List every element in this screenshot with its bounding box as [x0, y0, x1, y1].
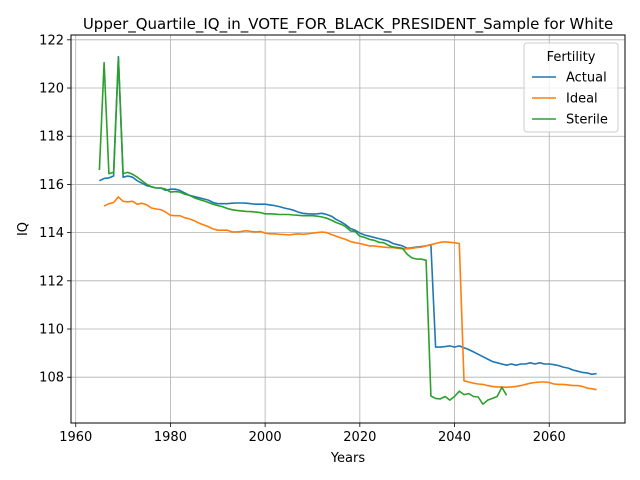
y-tick-label: 112: [39, 274, 64, 289]
y-axis-label: IQ: [16, 222, 31, 236]
series-line-sterile: [98, 57, 508, 406]
x-tick-label: 2040: [438, 430, 471, 445]
legend-title: Fertility: [547, 50, 596, 65]
x-tick-label: 1960: [59, 430, 92, 445]
y-tick-label: 110: [39, 323, 64, 338]
legend-box: [523, 42, 619, 133]
y-tick-label: 122: [39, 33, 64, 48]
axes-frame: [70, 34, 626, 424]
y-tick-label: 118: [39, 130, 64, 145]
x-axis-label: Years: [330, 451, 366, 466]
ticks: 1960 1980 2000 2020 2040 2060 108 110 112 114 116 1…: [39, 33, 566, 445]
x-tick-label: 2000: [249, 430, 282, 445]
x-tick-label: 1980: [154, 430, 187, 445]
series-line-actual: [99, 55, 597, 376]
y-tick-label: 120: [39, 82, 64, 97]
x-tick-label: 2060: [533, 430, 566, 445]
legend-label-ideal: Ideal: [566, 92, 598, 107]
chart-title: Upper_Quartile_IQ_in_VOTE_FOR_BLACK_PRES…: [83, 15, 613, 34]
legend-label-actual: Actual: [566, 71, 607, 86]
y-tick-label: 116: [39, 178, 64, 193]
plot-lines: [98, 55, 597, 406]
x-tick-label: 2020: [343, 430, 376, 445]
y-tick-label: 108: [39, 371, 64, 386]
legend-label-sterile: Sterile: [566, 113, 608, 128]
grid: [71, 35, 625, 423]
y-tick-label: 114: [39, 226, 64, 241]
legend: Fertility Actual Ideal Sterile: [523, 42, 619, 133]
series-line-ideal: [103, 196, 597, 391]
